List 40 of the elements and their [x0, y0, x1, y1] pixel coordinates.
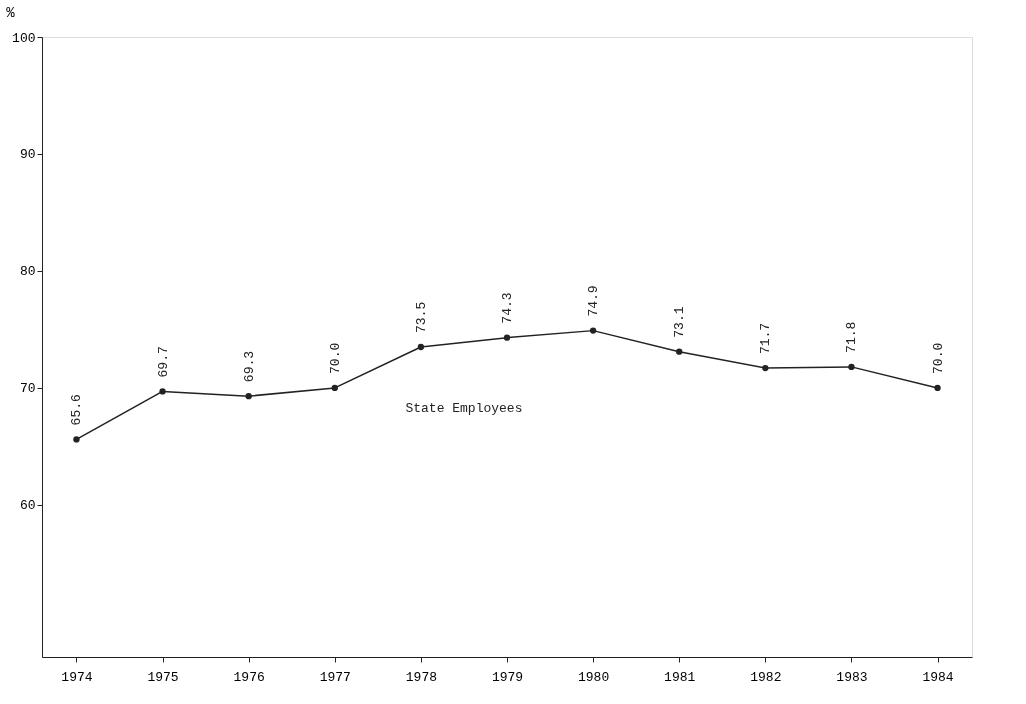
text: State Employees [405, 400, 523, 416]
point [676, 348, 683, 355]
x-tick-label: 1981 [664, 669, 696, 685]
point [589, 327, 597, 334]
x-tick-label: 1979 [491, 669, 524, 685]
data-label: 65.6 [69, 394, 85, 426]
point [159, 388, 166, 395]
point [73, 436, 80, 443]
point [934, 384, 941, 392]
x-tick-label: 1976 [233, 669, 265, 685]
x-tick-label: 1984 [922, 669, 954, 685]
data-label: 74.3 [500, 292, 515, 324]
point [417, 343, 425, 351]
data-label: 69.7 [155, 346, 171, 378]
x-tick-label: 1975 [147, 669, 179, 685]
data-label: 74.9 [586, 285, 602, 317]
data-label: 71.8 [844, 321, 860, 353]
y-tick-label: 90 [19, 147, 36, 163]
point [762, 364, 769, 372]
x-tick-label: 1980 [578, 669, 610, 685]
point [331, 384, 338, 392]
x-tick-label: 1978 [405, 669, 437, 685]
x-tick-label: 1983 [836, 669, 868, 685]
data-label: 73.1 [672, 306, 688, 338]
x-tick-label: 1974 [61, 669, 93, 685]
data-label: 69.3 [241, 350, 257, 383]
point [848, 363, 855, 371]
y-tick-label: 70 [19, 381, 36, 397]
data-label: 70.0 [930, 342, 946, 374]
point [245, 392, 252, 400]
x-tick-label: 1977 [319, 669, 351, 685]
y-tick-label: 100 [12, 30, 36, 46]
x-tick-label: 1982 [750, 669, 782, 685]
y-tick-label: 80 [19, 264, 36, 280]
point [503, 334, 511, 341]
data-label: 70.0 [327, 342, 343, 374]
data-label: 71.7 [758, 322, 774, 355]
y-axis-title: % [6, 4, 16, 21]
data-label: 73.5 [413, 301, 429, 333]
y-tick-label: 60 [19, 498, 36, 514]
